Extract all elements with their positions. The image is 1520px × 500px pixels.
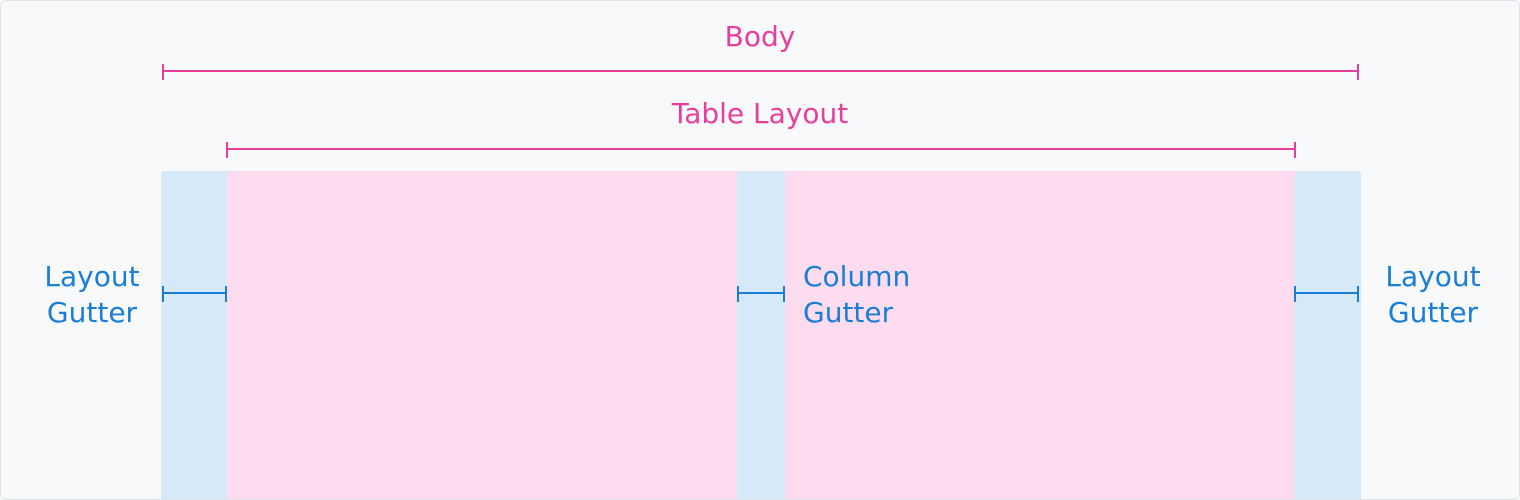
layout-gutter-right [1295, 171, 1361, 499]
layout-gutter-left [161, 171, 227, 499]
table-layout-label: Table Layout [671, 97, 849, 130]
column-1 [227, 171, 737, 499]
table-layout-dimension-line [226, 142, 1296, 158]
column-gutter-label: Column Gutter [803, 260, 911, 329]
layout-gutter-left-label: Layout Gutter [44, 260, 140, 329]
column-gutter-dimension [737, 286, 785, 302]
layout-gutter-right-dimension [1294, 286, 1359, 302]
layout-gutter-right-label: Layout Gutter [1385, 260, 1481, 329]
body-label: Body [724, 20, 796, 53]
column-2 [785, 171, 1295, 499]
layout-gutter-left-dimension [162, 286, 227, 302]
body-dimension-line [162, 64, 1359, 80]
column-gutter [737, 171, 785, 499]
